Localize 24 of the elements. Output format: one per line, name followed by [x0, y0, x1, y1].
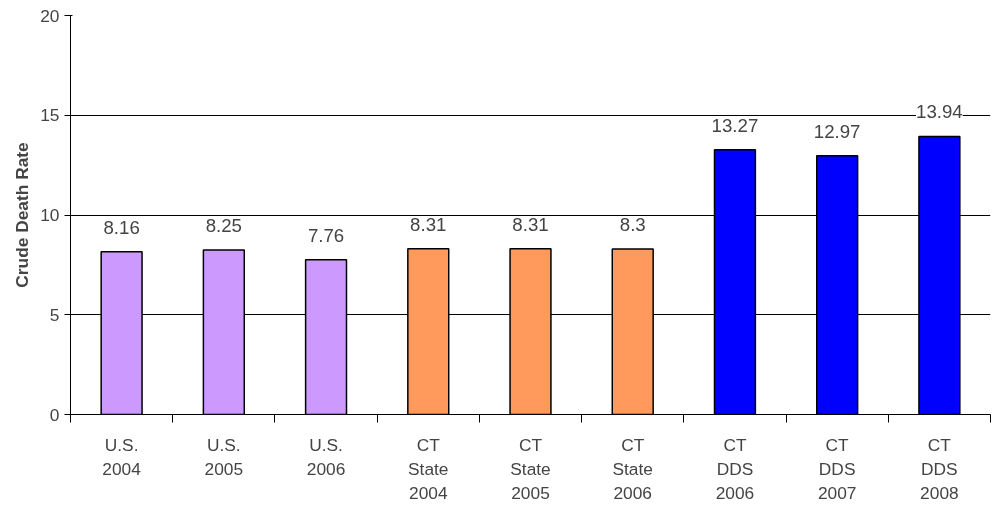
data-label: 8.31 — [512, 213, 549, 235]
x-tick-label: CT DDS 2008 — [920, 434, 959, 503]
data-label: 12.97 — [813, 120, 861, 142]
x-tick-label: U.S. 2006 — [306, 434, 346, 479]
x-tick-label: CT DDS 2007 — [817, 434, 857, 503]
data-label: 8.16 — [103, 216, 140, 238]
y-axis-title: Crude Death Rate — [12, 141, 33, 288]
x-tick-label: U.S. 2005 — [204, 434, 244, 479]
y-tick-label: 15 — [40, 105, 60, 126]
data-label: 7.76 — [307, 224, 345, 246]
y-tick-label: 0 — [49, 404, 60, 425]
x-tick-label: CT State 2005 — [510, 434, 551, 503]
data-label: 13.94 — [916, 101, 963, 123]
data-label: 13.27 — [711, 114, 759, 136]
data-label: 8.31 — [410, 213, 447, 235]
x-tick-label: U.S. 2004 — [102, 434, 142, 479]
data-label: 8.25 — [205, 214, 242, 236]
y-tick-label: 10 — [40, 205, 60, 225]
x-tick-label: CT DDS 2006 — [715, 434, 755, 503]
y-tick-label: 5 — [49, 304, 60, 325]
y-tick-label: 20 — [40, 5, 60, 26]
data-label: 8.3 — [619, 213, 646, 235]
x-tick-label: CT State 2006 — [612, 434, 653, 503]
x-tick-label: CT State 2004 — [408, 434, 449, 503]
